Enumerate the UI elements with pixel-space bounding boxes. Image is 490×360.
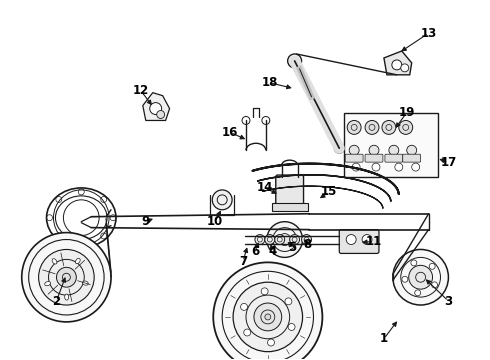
Circle shape bbox=[290, 235, 299, 244]
Circle shape bbox=[265, 314, 271, 320]
FancyBboxPatch shape bbox=[365, 154, 383, 162]
Text: 14: 14 bbox=[257, 181, 273, 194]
Circle shape bbox=[347, 121, 361, 134]
Circle shape bbox=[157, 111, 165, 118]
Circle shape bbox=[401, 64, 409, 72]
Text: 15: 15 bbox=[321, 185, 338, 198]
Circle shape bbox=[265, 235, 275, 244]
Circle shape bbox=[279, 234, 291, 246]
Circle shape bbox=[399, 121, 413, 134]
Circle shape bbox=[429, 264, 435, 269]
Circle shape bbox=[285, 298, 292, 305]
FancyBboxPatch shape bbox=[339, 230, 379, 253]
Circle shape bbox=[369, 145, 379, 155]
Circle shape bbox=[268, 339, 274, 346]
Text: 9: 9 bbox=[142, 215, 150, 228]
Ellipse shape bbox=[65, 294, 69, 300]
Circle shape bbox=[393, 249, 448, 305]
Circle shape bbox=[56, 267, 76, 287]
Ellipse shape bbox=[45, 282, 50, 286]
Circle shape bbox=[261, 288, 268, 295]
Circle shape bbox=[346, 235, 356, 244]
Text: 11: 11 bbox=[366, 235, 382, 248]
Circle shape bbox=[349, 145, 359, 155]
Circle shape bbox=[389, 145, 399, 155]
Circle shape bbox=[334, 143, 344, 153]
Polygon shape bbox=[384, 51, 412, 75]
Text: 1: 1 bbox=[380, 332, 388, 345]
Ellipse shape bbox=[47, 188, 116, 247]
Text: 8: 8 bbox=[303, 238, 312, 251]
Circle shape bbox=[407, 145, 416, 155]
FancyBboxPatch shape bbox=[385, 154, 403, 162]
FancyBboxPatch shape bbox=[272, 203, 308, 211]
Circle shape bbox=[39, 249, 94, 305]
Circle shape bbox=[288, 54, 301, 68]
Text: 18: 18 bbox=[262, 76, 278, 89]
Circle shape bbox=[267, 222, 302, 257]
Circle shape bbox=[395, 163, 403, 171]
Polygon shape bbox=[143, 93, 170, 121]
Text: 6: 6 bbox=[251, 245, 259, 258]
Circle shape bbox=[244, 329, 251, 336]
Text: 3: 3 bbox=[444, 294, 452, 307]
Text: 19: 19 bbox=[398, 106, 415, 119]
Circle shape bbox=[233, 282, 302, 352]
Circle shape bbox=[412, 163, 419, 171]
FancyBboxPatch shape bbox=[403, 154, 420, 162]
Circle shape bbox=[212, 190, 232, 210]
Text: 5: 5 bbox=[289, 241, 297, 254]
Text: 12: 12 bbox=[133, 84, 149, 97]
Circle shape bbox=[402, 276, 408, 282]
Circle shape bbox=[411, 260, 417, 266]
Circle shape bbox=[392, 60, 402, 70]
Circle shape bbox=[262, 117, 270, 125]
Text: 10: 10 bbox=[207, 215, 223, 228]
Ellipse shape bbox=[52, 259, 57, 264]
Circle shape bbox=[213, 262, 322, 360]
Circle shape bbox=[275, 235, 285, 244]
Circle shape bbox=[241, 303, 247, 310]
Circle shape bbox=[382, 121, 396, 134]
Ellipse shape bbox=[55, 196, 107, 239]
Circle shape bbox=[254, 303, 282, 331]
Text: 13: 13 bbox=[420, 27, 437, 40]
Circle shape bbox=[242, 117, 250, 125]
Circle shape bbox=[372, 163, 380, 171]
Ellipse shape bbox=[75, 258, 80, 264]
Circle shape bbox=[301, 235, 312, 244]
Circle shape bbox=[362, 235, 372, 244]
Circle shape bbox=[432, 282, 438, 288]
FancyBboxPatch shape bbox=[276, 175, 303, 207]
Text: 17: 17 bbox=[441, 156, 457, 168]
Circle shape bbox=[288, 324, 295, 330]
Text: 2: 2 bbox=[52, 294, 61, 307]
Circle shape bbox=[415, 290, 421, 296]
Circle shape bbox=[22, 233, 111, 322]
Circle shape bbox=[255, 235, 265, 244]
FancyBboxPatch shape bbox=[345, 154, 363, 162]
FancyBboxPatch shape bbox=[344, 113, 439, 177]
Ellipse shape bbox=[82, 281, 88, 285]
Circle shape bbox=[409, 265, 433, 289]
Text: 7: 7 bbox=[239, 255, 247, 268]
Text: 16: 16 bbox=[222, 126, 238, 139]
Circle shape bbox=[352, 163, 360, 171]
Text: 4: 4 bbox=[269, 245, 277, 258]
Circle shape bbox=[150, 103, 162, 114]
Circle shape bbox=[365, 121, 379, 134]
